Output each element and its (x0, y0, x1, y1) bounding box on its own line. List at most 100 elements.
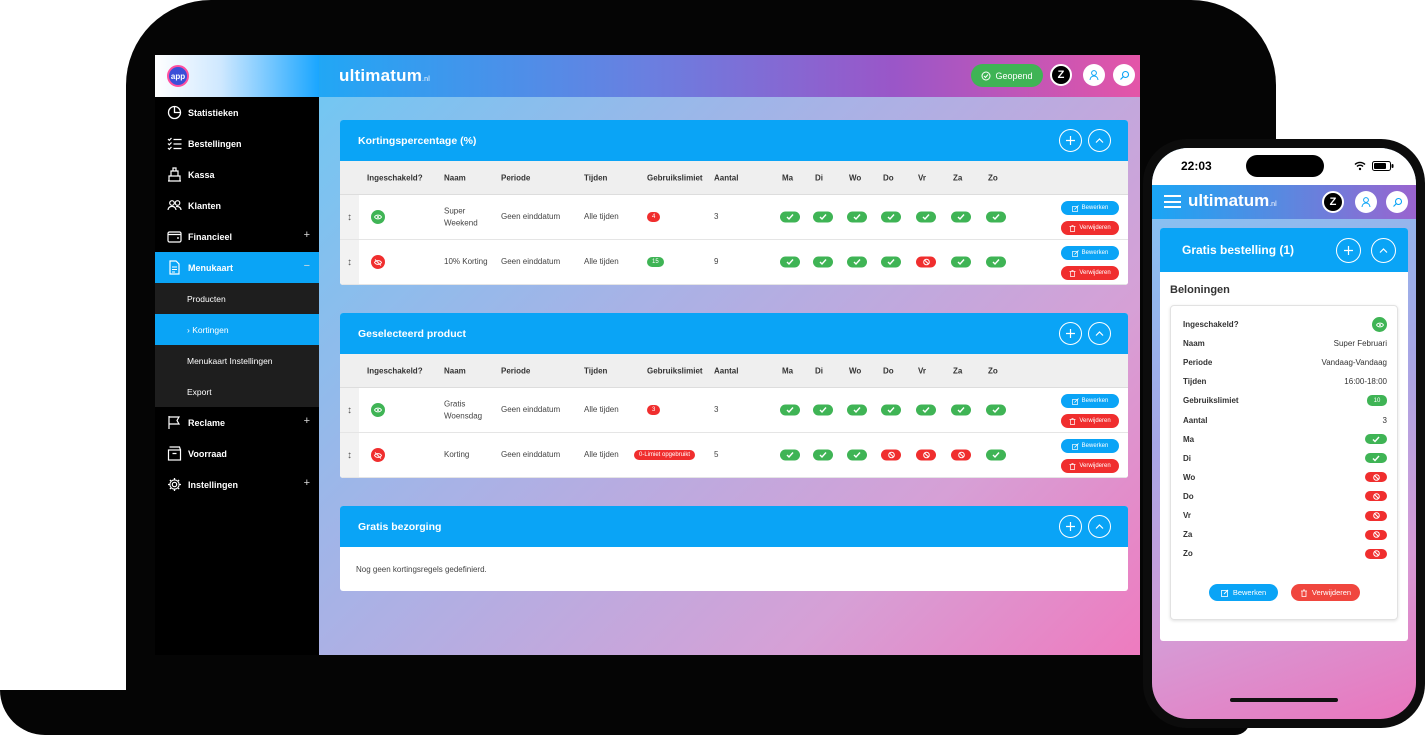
sidebar-item-financieel[interactable]: Financieel + (155, 221, 319, 252)
enabled-toggle[interactable] (1372, 317, 1387, 332)
day-toggle-do[interactable] (1365, 491, 1387, 502)
day-toggle-ma[interactable] (1365, 434, 1387, 445)
day-toggle-za[interactable] (951, 211, 971, 223)
column-header[interactable]: Aantal (714, 173, 739, 182)
day-toggle-ma[interactable] (780, 256, 800, 268)
sidebar-item-klanten[interactable]: Klanten (155, 190, 319, 221)
drag-handle-icon[interactable]: ↕ (340, 195, 359, 239)
day-toggle-zo[interactable] (1365, 548, 1387, 559)
day-toggle-di[interactable] (813, 256, 833, 268)
sidebar-item-menukaart[interactable]: Menukaart − (155, 252, 319, 283)
day-toggle-vr[interactable] (916, 404, 936, 416)
phone-user-initial-avatar[interactable]: Z (1322, 191, 1344, 213)
column-header[interactable]: Periode (501, 366, 531, 375)
collapse-card-button[interactable] (1088, 129, 1111, 152)
day-toggle-wo[interactable] (847, 211, 867, 223)
day-toggle-wo[interactable] (847, 404, 867, 416)
sidebar-item-voorraad[interactable]: Voorraad (155, 438, 319, 469)
column-header[interactable]: Ma (782, 366, 794, 375)
delete-button[interactable]: Verwijderen (1061, 414, 1119, 428)
enabled-toggle[interactable] (371, 255, 385, 269)
day-toggle-do[interactable] (881, 404, 901, 416)
hamburger-menu-icon[interactable] (1164, 195, 1181, 208)
phone-account-button[interactable] (1355, 191, 1377, 213)
day-toggle-vr[interactable] (916, 211, 936, 223)
day-toggle-vr[interactable] (916, 256, 936, 268)
sidebar-item-bestellingen[interactable]: Bestellingen (155, 128, 319, 159)
sidebar-subitem-1[interactable]: › Kortingen (155, 314, 319, 345)
day-toggle-vr[interactable] (1365, 510, 1387, 521)
sidebar-subitem-3[interactable]: Export (155, 376, 319, 407)
collapse-card-button[interactable] (1088, 515, 1111, 538)
app-logo[interactable]: app (167, 65, 189, 87)
phone-collapse-button[interactable] (1371, 238, 1396, 263)
day-toggle-ma[interactable] (780, 404, 800, 416)
drag-handle-icon[interactable]: ↕ (340, 388, 359, 432)
day-toggle-wo[interactable] (847, 449, 867, 461)
enabled-toggle[interactable] (371, 210, 385, 224)
column-header[interactable]: Zo (988, 366, 998, 375)
account-button[interactable] (1083, 64, 1105, 86)
column-header[interactable]: Ingeschakeld? (367, 366, 423, 375)
phone-delete-button[interactable]: Verwijderen (1291, 584, 1360, 601)
brand-logo[interactable]: ultimatum.nl (339, 66, 431, 85)
day-toggle-ma[interactable] (780, 449, 800, 461)
sidebar-item-statistieken[interactable]: Statistieken (155, 97, 319, 128)
day-toggle-za[interactable] (951, 449, 971, 461)
column-header[interactable]: Vr (918, 173, 927, 182)
day-toggle-di[interactable] (813, 211, 833, 223)
sidebar-subitem-0[interactable]: Producten (155, 283, 319, 314)
column-header[interactable]: Gebruikslimiet (647, 173, 703, 182)
phone-search-button[interactable] (1386, 191, 1408, 213)
delete-button[interactable]: Verwijderen (1061, 266, 1119, 280)
day-toggle-wo[interactable] (1365, 472, 1387, 483)
column-header[interactable]: Naam (444, 366, 466, 375)
column-header[interactable]: Wo (849, 366, 862, 375)
column-header[interactable]: Za (953, 366, 963, 375)
column-header[interactable]: Tijden (584, 366, 608, 375)
day-toggle-do[interactable] (881, 211, 901, 223)
phone-edit-button[interactable]: Bewerken (1209, 584, 1278, 601)
phone-brand-logo[interactable]: ultimatum.nl (1188, 191, 1277, 210)
enabled-toggle[interactable] (371, 448, 385, 462)
day-toggle-zo[interactable] (986, 404, 1006, 416)
day-toggle-zo[interactable] (986, 449, 1006, 461)
day-toggle-zo[interactable] (986, 211, 1006, 223)
add-rule-button[interactable] (1059, 129, 1082, 152)
column-header[interactable]: Do (883, 173, 894, 182)
column-header[interactable]: Periode (501, 173, 531, 182)
column-header[interactable]: Naam (444, 173, 466, 182)
column-header[interactable]: Wo (849, 173, 862, 182)
day-toggle-do[interactable] (881, 449, 901, 461)
day-toggle-do[interactable] (881, 256, 901, 268)
column-header[interactable]: Di (815, 173, 823, 182)
day-toggle-za[interactable] (951, 404, 971, 416)
open-status-button[interactable]: Geopend (971, 64, 1043, 87)
column-header[interactable]: Ingeschakeld? (367, 173, 423, 182)
column-header[interactable]: Tijden (584, 173, 608, 182)
column-header[interactable]: Gebruikslimiet (647, 366, 703, 375)
drag-handle-icon[interactable]: ↕ (340, 240, 359, 284)
add-rule-button[interactable] (1059, 515, 1082, 538)
edit-button[interactable]: Bewerken (1061, 439, 1119, 453)
sidebar-item-reclame[interactable]: Reclame + (155, 407, 319, 438)
collapse-card-button[interactable] (1088, 322, 1111, 345)
day-toggle-di[interactable] (1365, 453, 1387, 464)
day-toggle-ma[interactable] (780, 211, 800, 223)
edit-button[interactable]: Bewerken (1061, 394, 1119, 408)
day-toggle-vr[interactable] (916, 449, 936, 461)
day-toggle-zo[interactable] (986, 256, 1006, 268)
edit-button[interactable]: Bewerken (1061, 246, 1119, 260)
delete-button[interactable]: Verwijderen (1061, 221, 1119, 235)
column-header[interactable]: Vr (918, 366, 927, 375)
edit-button[interactable]: Bewerken (1061, 201, 1119, 215)
column-header[interactable]: Di (815, 366, 823, 375)
column-header[interactable]: Za (953, 173, 963, 182)
day-toggle-wo[interactable] (847, 256, 867, 268)
day-toggle-za[interactable] (951, 256, 971, 268)
sidebar-item-kassa[interactable]: Kassa (155, 159, 319, 190)
search-button[interactable] (1113, 64, 1135, 86)
column-header[interactable]: Zo (988, 173, 998, 182)
day-toggle-za[interactable] (1365, 529, 1387, 540)
add-rule-button[interactable] (1059, 322, 1082, 345)
